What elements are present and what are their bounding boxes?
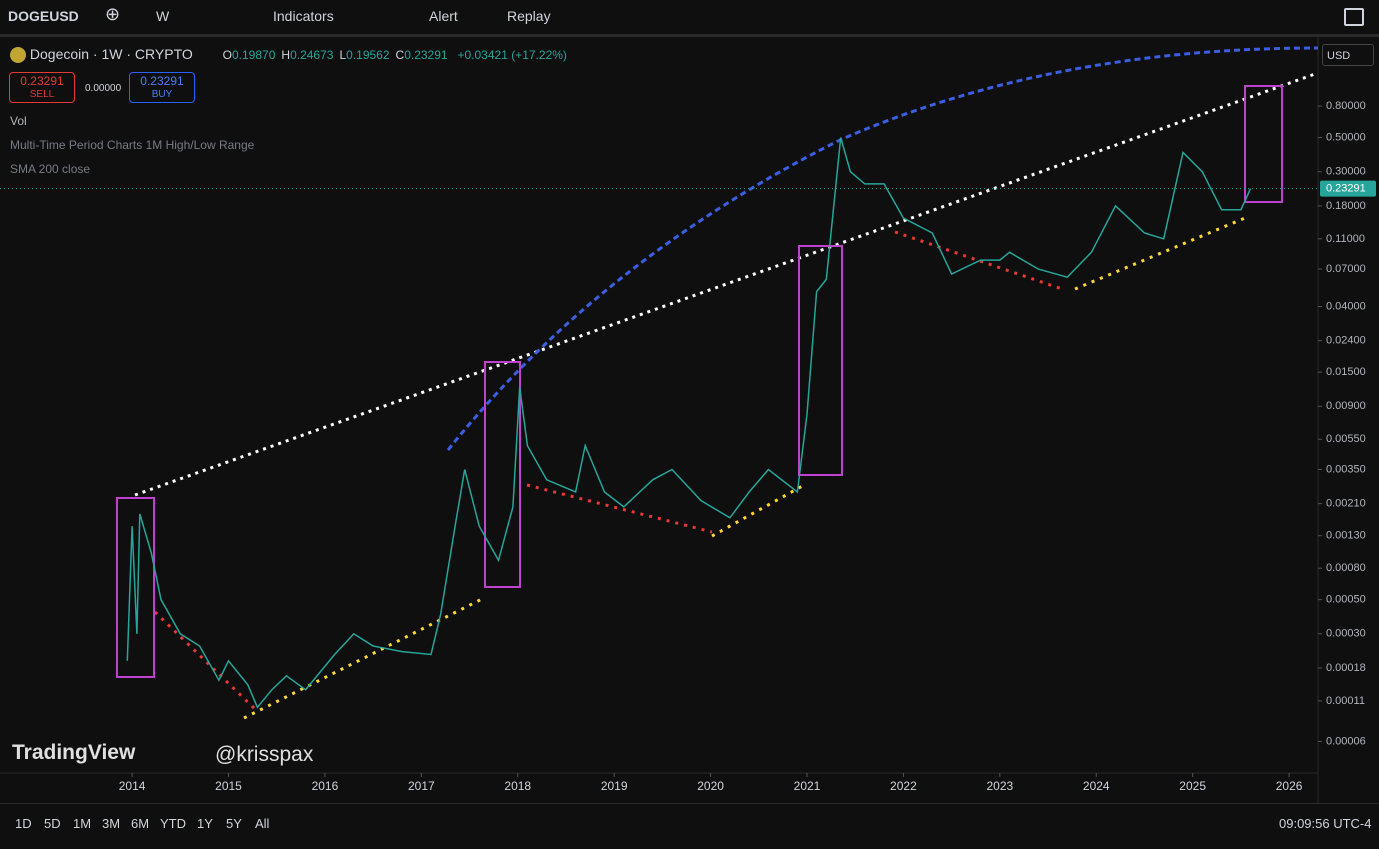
buy-label: BUY	[151, 89, 173, 100]
timeframe[interactable]: 1D	[15, 816, 32, 831]
change: +0.03421 (+17.22%)	[457, 48, 567, 62]
x-tick-label: 2026	[1276, 779, 1303, 793]
ohlc-value: 0.23291	[404, 48, 448, 62]
toolbar: DOGEUSD ⊕ W Indicators Alert Replay	[0, 0, 1379, 37]
x-tick-label: 2021	[794, 779, 821, 793]
timeframe[interactable]: 5Y	[226, 816, 242, 831]
y-tick-label: 0.00350	[1326, 463, 1366, 475]
symbol[interactable]: DOGEUSD	[8, 8, 79, 24]
y-tick-label: 0.00050	[1326, 594, 1366, 606]
x-tick-label: 2014	[119, 779, 146, 793]
spread: 0.00000	[85, 83, 122, 94]
x-tick-label: 2025	[1179, 779, 1206, 793]
ohlc-key: H	[281, 48, 291, 62]
x-tick-label: 2018	[504, 779, 531, 793]
indicators[interactable]: Indicators	[273, 8, 334, 24]
sell-button[interactable]: 0.23291 SELL	[9, 72, 75, 103]
bottom-bar: 09:09:56 UTC-4 1D 5D 1M 3M 6M YTD 1Y 5Y All	[0, 803, 1379, 846]
price-line	[126, 137, 1252, 709]
currency[interactable]: USD	[1322, 44, 1374, 66]
study-range[interactable]: Multi-Time Period Charts 1M High/Low Ran…	[10, 138, 255, 152]
buy-button[interactable]: 0.23291 BUY	[129, 72, 195, 103]
y-tick-label: 0.00018	[1326, 662, 1366, 674]
coin-icon	[10, 47, 26, 64]
ohlc-key: L	[339, 48, 347, 62]
timeframe[interactable]: 1M	[73, 816, 92, 831]
y-tick-label: 0.00550	[1326, 433, 1366, 445]
clock: 09:09:56 UTC-4	[1279, 816, 1372, 831]
y-tick-label: 0.50000	[1326, 131, 1366, 143]
ohlc-value: 0.19562	[346, 48, 390, 62]
x-tick-label: 2024	[1083, 779, 1110, 793]
y-tick-label: 0.00210	[1326, 498, 1366, 510]
down-lines	[153, 230, 1066, 714]
timeframe[interactable]: 5D	[44, 816, 61, 831]
ohlc-key: O	[222, 48, 232, 62]
study-vol[interactable]: Vol	[10, 114, 27, 128]
y-tick-label: 0.00006	[1326, 735, 1366, 747]
sell-price: 0.23291	[20, 74, 64, 88]
alert[interactable]: Alert	[429, 8, 458, 24]
last-price-tag	[1320, 180, 1376, 197]
y-tick-label: 0.07000	[1326, 263, 1366, 275]
timeframe[interactable]: 1Y	[197, 816, 213, 831]
sell-label: SELL	[29, 89, 55, 100]
brand: TradingView	[12, 741, 136, 764]
y-tick-label: 0.11000	[1326, 233, 1365, 245]
y-tick-label: 0.00011	[1326, 695, 1365, 707]
x-tick-label: 2022	[890, 779, 917, 793]
study-sma[interactable]: SMA 200 close	[10, 162, 91, 176]
ohlc: O0.19870 H0.24673 L0.19562 C0.23291	[223, 48, 454, 62]
timeframe[interactable]: 3M	[102, 816, 121, 831]
x-tick-label: 2015	[215, 779, 242, 793]
replay[interactable]: Replay	[507, 8, 551, 24]
y-tick-label: 0.80000	[1326, 100, 1366, 112]
x-tick-label: 2023	[986, 779, 1013, 793]
y-tick-label: 0.18000	[1326, 200, 1366, 212]
interval[interactable]: W	[156, 8, 170, 24]
ohlc-value: 0.19870	[232, 48, 276, 62]
timeframe[interactable]: YTD	[160, 816, 186, 831]
y-tick-label: 0.01500	[1326, 366, 1366, 378]
timeframe[interactable]: All	[255, 816, 270, 831]
y-tick-label: 0.00130	[1326, 530, 1366, 542]
y-tick-label: 0.02400	[1326, 335, 1366, 347]
up-lines	[243, 216, 1246, 720]
x-tick-label: 2017	[408, 779, 435, 793]
ohlc-key: C	[395, 48, 405, 62]
boxes	[116, 85, 1283, 678]
trend-line	[134, 72, 1316, 497]
timeframe[interactable]: 6M	[131, 816, 150, 831]
chart-bg	[0, 37, 1379, 803]
y-tick-label: 0.04000	[1326, 300, 1366, 312]
y-tick-label: 0.00900	[1326, 400, 1366, 412]
last-price-label: 0.23291	[1326, 183, 1366, 195]
x-tick-label: 2016	[312, 779, 339, 793]
y-tick-label: 0.00030	[1326, 628, 1366, 640]
legend: Dogecoin · 1W · CRYPTO O0.19870 H0.24673 L…	[10, 46, 567, 64]
author: @krisspax	[215, 743, 314, 766]
y-tick-label: 0.30000	[1326, 166, 1366, 178]
y-tick-label: 0.00080	[1326, 562, 1366, 574]
x-tick-label: 2020	[697, 779, 724, 793]
add-icon[interactable]: ⊕	[105, 4, 121, 24]
fullscreen[interactable]	[1344, 8, 1364, 26]
x-tick-label: 2019	[601, 779, 628, 793]
buy-price: 0.23291	[140, 74, 184, 88]
ohlc-value: 0.24673	[290, 48, 334, 62]
legend-title: Dogecoin · 1W · CRYPTO	[29, 46, 193, 62]
